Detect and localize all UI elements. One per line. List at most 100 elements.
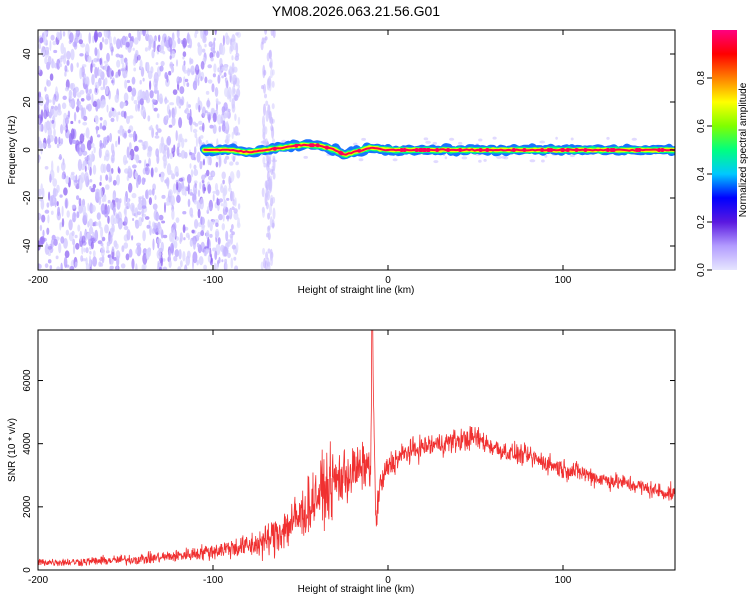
noise-blob — [52, 40, 57, 46]
noise-blob — [147, 115, 151, 122]
noise-blob — [128, 142, 132, 150]
noise-blob — [196, 151, 201, 163]
noise-blob — [183, 237, 186, 241]
carrier-peak — [310, 143, 315, 148]
noise-blob — [200, 30, 203, 39]
noise-blob — [163, 159, 168, 167]
noise-blob — [39, 96, 44, 107]
noise-blob — [206, 99, 211, 108]
snr-frame — [37, 329, 676, 571]
noise-blob — [68, 219, 73, 231]
noise-blob — [141, 264, 145, 270]
noise-blob — [461, 156, 468, 160]
noise-blob — [174, 249, 180, 258]
noise-blob — [262, 247, 266, 255]
noise-blob — [175, 217, 180, 224]
noise-blob — [61, 102, 67, 110]
noise-blob — [216, 114, 222, 125]
noise-blob — [60, 138, 64, 145]
noise-blob — [44, 209, 50, 214]
noise-blob — [225, 120, 229, 130]
noise-blob — [172, 113, 176, 118]
noise-blob — [260, 261, 264, 270]
noise-blob — [114, 243, 119, 250]
noise-blob — [156, 249, 162, 259]
noise-blob — [38, 155, 41, 160]
noise-blob — [99, 174, 102, 182]
noise-blob — [91, 93, 94, 105]
noise-blob — [125, 253, 130, 261]
noise-blob — [72, 139, 77, 144]
carrier-peak — [478, 148, 483, 152]
noise-blob — [103, 163, 107, 174]
noise-blob — [187, 198, 191, 208]
noise-blob — [176, 146, 180, 157]
noise-blob — [89, 186, 92, 190]
noise-blob — [99, 142, 104, 149]
noise-blob — [176, 59, 178, 67]
noise-blob — [92, 101, 98, 107]
noise-blob — [68, 132, 73, 145]
noise-blob — [155, 213, 160, 221]
noise-blob — [212, 193, 215, 202]
noise-blob — [105, 85, 109, 95]
noise-blob — [131, 192, 137, 199]
noise-blob — [96, 222, 99, 226]
noise-blob — [210, 57, 214, 62]
noise-blob — [231, 244, 236, 250]
carrier-peak — [540, 148, 545, 152]
snr-xlabel: Height of straight line (km) — [298, 584, 415, 595]
noise-blob — [160, 172, 165, 183]
noise-blob — [272, 172, 276, 180]
noise-blob — [56, 143, 60, 149]
noise-blob — [47, 246, 53, 250]
noise-blob — [88, 32, 91, 44]
noise-blob — [89, 202, 93, 213]
noise-blob — [539, 140, 546, 144]
noise-blob — [63, 187, 68, 196]
noise-blob — [106, 52, 110, 63]
noise-blob — [131, 258, 135, 270]
noise-blob — [146, 224, 151, 229]
noise-blob — [228, 175, 231, 185]
noise-blob — [148, 220, 151, 227]
carrier-peak — [611, 148, 616, 152]
noise-blob — [177, 266, 182, 270]
noise-blob — [50, 194, 55, 206]
noise-blob — [159, 65, 164, 72]
snr-marks — [38, 330, 675, 567]
noise-blob — [69, 266, 75, 270]
noise-blob — [182, 56, 185, 60]
noise-blob — [53, 239, 58, 246]
colorbar-tick-label: 0.8 — [696, 71, 707, 85]
noise-blob — [109, 42, 113, 51]
noise-blob — [156, 113, 160, 119]
noise-blob — [133, 67, 137, 72]
noise-blob — [124, 216, 128, 226]
noise-blob — [120, 68, 125, 72]
noise-blob — [96, 212, 101, 221]
noise-blob — [115, 140, 118, 148]
noise-blob — [154, 167, 158, 173]
noise-blob — [132, 47, 135, 51]
noise-blob — [237, 84, 240, 89]
noise-blob — [154, 135, 160, 139]
noise-blob — [136, 180, 139, 189]
noise-blob — [139, 59, 143, 70]
noise-blob — [175, 181, 179, 191]
noise-blob — [63, 238, 68, 249]
noise-blob — [231, 86, 235, 98]
noise-blob — [214, 250, 218, 260]
noise-blob — [75, 242, 80, 250]
noise-blob — [161, 220, 166, 224]
noise-blob — [195, 74, 198, 85]
noise-blob — [176, 76, 181, 85]
noise-blob — [144, 47, 148, 52]
noise-blob — [41, 142, 47, 149]
noise-blob — [125, 70, 128, 78]
noise-blob — [90, 241, 94, 250]
noise-blob — [146, 30, 149, 37]
noise-blob — [153, 222, 157, 229]
x-tick-label: 100 — [555, 275, 572, 286]
noise-blob — [43, 109, 48, 120]
